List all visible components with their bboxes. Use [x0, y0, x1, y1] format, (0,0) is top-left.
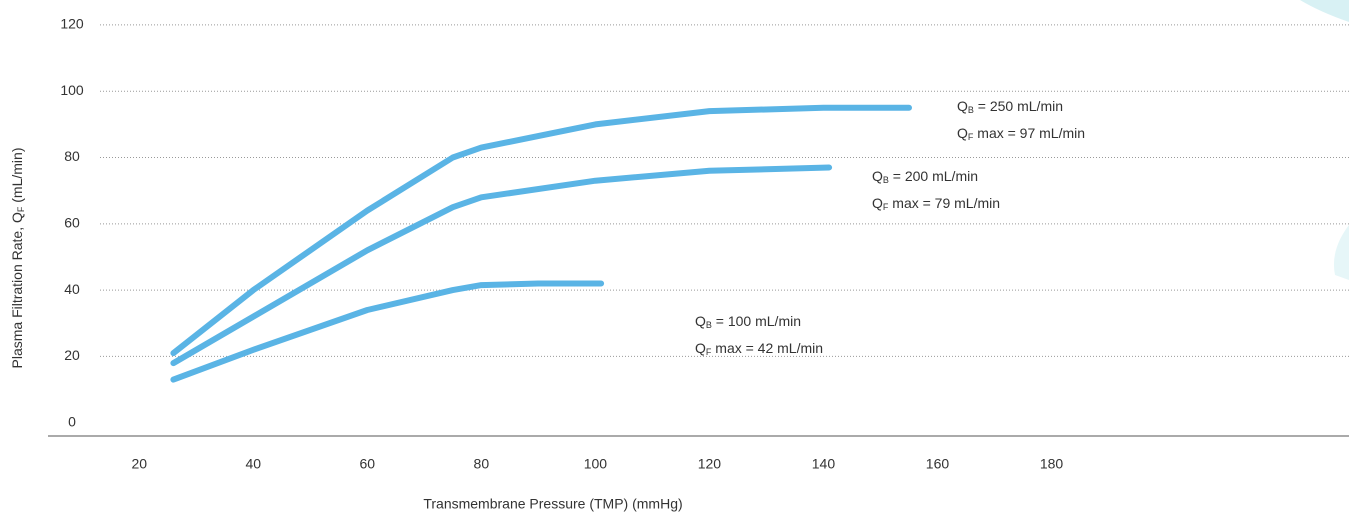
y-tick-label: 0	[68, 413, 76, 429]
data-line	[173, 284, 601, 380]
series-annotation: QF max = 79 mL/min	[872, 195, 1000, 213]
x-axis-title: Transmembrane Pressure (TMP) (mmHg)	[423, 496, 682, 512]
series-annotation: QB = 250 mL/min	[957, 98, 1063, 116]
annotation-text: max = 97 mL/min	[973, 125, 1085, 141]
series-annotation: QF max = 97 mL/min	[957, 125, 1085, 143]
decoration	[1300, 0, 1349, 22]
series-annotation: QB = 100 mL/min	[695, 313, 801, 331]
y-tick-label: 80	[64, 148, 80, 164]
annotation-symbol: Q	[872, 168, 883, 184]
x-tick-label: 180	[1040, 456, 1064, 472]
annotation-symbol: Q	[872, 195, 883, 211]
annotation-text: max = 79 mL/min	[888, 195, 1000, 211]
series-annotation: QF max = 42 mL/min	[695, 340, 823, 358]
x-tick-label: 120	[698, 456, 722, 472]
y-tick-label: 40	[64, 281, 80, 297]
data-line	[173, 168, 829, 364]
y-axis-title-text: Plasma Filtration Rate, Q	[9, 212, 25, 368]
series-annotation: QB = 200 mL/min	[872, 168, 978, 186]
y-tick-label: 60	[64, 215, 80, 231]
annotation-symbol: Q	[695, 313, 706, 329]
decoration	[1334, 225, 1349, 280]
x-tick-label: 20	[131, 456, 147, 472]
y-axis-title-unit: (mL/min)	[9, 147, 25, 206]
y-tick-label: 120	[60, 16, 84, 32]
annotation-text: = 250 mL/min	[974, 98, 1063, 114]
annotation-symbol: Q	[695, 340, 706, 356]
annotation-text: max = 42 mL/min	[711, 340, 823, 356]
x-tick-label: 140	[812, 456, 836, 472]
y-tick-label: 100	[60, 82, 84, 98]
annotation-symbol: Q	[957, 125, 968, 141]
y-axis-title: Plasma Filtration Rate, QF (mL/min)	[9, 147, 27, 368]
chart: Transmembrane Pressure (TMP) (mmHg) Plas…	[0, 0, 1349, 515]
x-tick-label: 40	[245, 456, 261, 472]
annotation-symbol: Q	[957, 98, 968, 114]
x-tick-label: 100	[584, 456, 608, 472]
annotation-text: = 100 mL/min	[712, 313, 801, 329]
y-tick-label: 20	[64, 347, 80, 363]
x-tick-label: 160	[926, 456, 950, 472]
x-tick-label: 60	[360, 456, 376, 472]
x-tick-label: 80	[474, 456, 490, 472]
annotation-text: = 200 mL/min	[889, 168, 978, 184]
